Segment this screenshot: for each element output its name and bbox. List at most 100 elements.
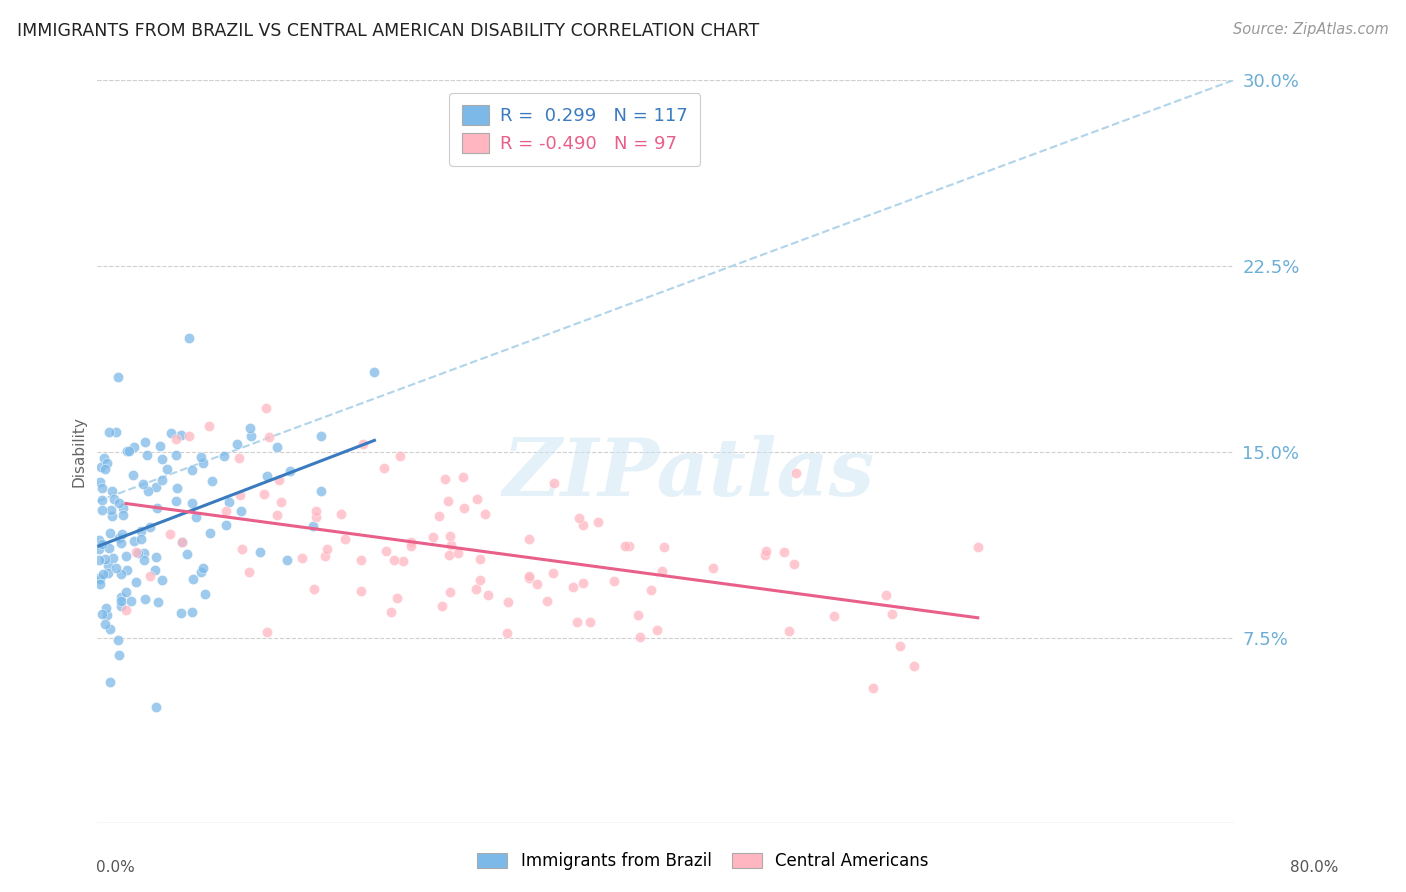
Point xyxy=(453,501,475,516)
Point xyxy=(100,622,122,636)
Point xyxy=(97,558,120,573)
Point xyxy=(536,594,558,608)
Point xyxy=(108,531,131,545)
Point xyxy=(754,548,776,562)
Point xyxy=(640,583,662,598)
Point xyxy=(110,566,132,581)
Point xyxy=(90,492,112,507)
Point xyxy=(112,508,135,522)
Point xyxy=(136,449,159,463)
Point xyxy=(110,594,132,608)
Point xyxy=(110,599,132,614)
Point xyxy=(239,429,262,443)
Point xyxy=(453,470,475,484)
Text: 80.0%: 80.0% xyxy=(1291,860,1339,874)
Point xyxy=(98,541,121,556)
Point xyxy=(399,539,422,553)
Point xyxy=(117,443,139,458)
Point xyxy=(180,463,202,477)
Point xyxy=(215,518,238,533)
Point xyxy=(517,533,540,547)
Point xyxy=(101,550,124,565)
Point xyxy=(139,520,162,534)
Point xyxy=(191,561,214,575)
Point xyxy=(565,615,588,630)
Point xyxy=(314,549,336,563)
Point xyxy=(94,617,117,632)
Point xyxy=(170,606,193,620)
Point xyxy=(94,462,117,476)
Point xyxy=(96,456,118,470)
Point xyxy=(100,503,122,517)
Point xyxy=(385,591,408,605)
Text: IMMIGRANTS FROM BRAZIL VS CENTRAL AMERICAN DISABILITY CORRELATION CHART: IMMIGRANTS FROM BRAZIL VS CENTRAL AMERIC… xyxy=(17,22,759,40)
Point xyxy=(256,624,278,639)
Point xyxy=(198,419,221,434)
Point xyxy=(496,595,519,609)
Point xyxy=(110,536,132,550)
Point xyxy=(571,575,593,590)
Point xyxy=(134,552,156,566)
Point xyxy=(146,501,169,516)
Point xyxy=(132,546,155,560)
Point xyxy=(100,508,122,523)
Point xyxy=(200,474,222,488)
Point xyxy=(165,432,187,446)
Point xyxy=(89,577,111,591)
Point xyxy=(143,563,166,577)
Point xyxy=(903,659,925,673)
Point xyxy=(333,533,356,547)
Point xyxy=(115,603,138,617)
Point xyxy=(115,564,138,578)
Point xyxy=(495,626,517,640)
Point xyxy=(785,466,807,480)
Point xyxy=(430,599,453,614)
Point xyxy=(399,535,422,549)
Point xyxy=(145,700,167,714)
Point xyxy=(276,553,298,567)
Point xyxy=(125,574,148,589)
Point xyxy=(190,450,212,464)
Point xyxy=(329,507,352,521)
Point xyxy=(654,540,676,554)
Point xyxy=(107,369,129,384)
Point xyxy=(105,425,128,440)
Point xyxy=(177,331,200,345)
Point xyxy=(225,437,247,451)
Y-axis label: Disability: Disability xyxy=(72,417,86,487)
Point xyxy=(180,605,202,619)
Point xyxy=(572,518,595,533)
Point xyxy=(350,553,373,567)
Point xyxy=(91,607,114,621)
Point xyxy=(108,496,131,510)
Point xyxy=(253,487,276,501)
Point xyxy=(165,448,187,462)
Point xyxy=(617,540,640,554)
Point xyxy=(93,551,115,566)
Point xyxy=(256,469,278,483)
Point xyxy=(98,526,121,541)
Point xyxy=(627,607,650,622)
Text: 0.0%: 0.0% xyxy=(96,860,135,874)
Point xyxy=(165,494,187,508)
Point xyxy=(579,615,602,629)
Point xyxy=(586,515,609,529)
Point xyxy=(422,530,444,544)
Point xyxy=(517,571,540,585)
Point xyxy=(87,541,110,556)
Point xyxy=(136,484,159,499)
Point xyxy=(278,464,301,478)
Point xyxy=(541,566,564,580)
Point xyxy=(176,547,198,561)
Point xyxy=(129,524,152,539)
Point xyxy=(304,582,326,597)
Point xyxy=(305,503,328,517)
Point xyxy=(111,526,134,541)
Point xyxy=(257,430,280,444)
Point xyxy=(470,574,492,588)
Point xyxy=(177,429,200,443)
Point xyxy=(89,572,111,586)
Point xyxy=(91,502,114,516)
Point xyxy=(98,674,121,689)
Point xyxy=(526,577,548,591)
